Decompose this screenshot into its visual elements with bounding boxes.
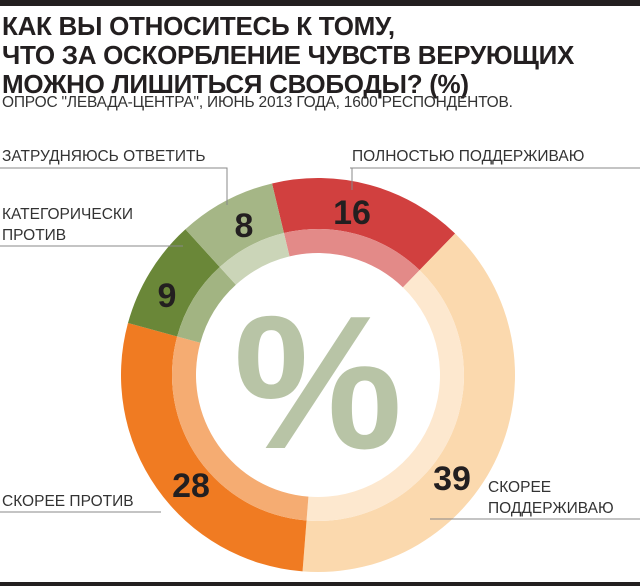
value-rather-support: 39 — [433, 460, 471, 498]
label-fully-support: ПОЛНОСТЬЮ ПОДДЕРЖИВАЮ — [352, 148, 584, 165]
chart-title: КАК ВЫ ОТНОСИТЕСЬ К ТОМУ, ЧТО ЗА ОСКОРБЛ… — [2, 11, 574, 99]
slice-2-outer — [120, 323, 307, 572]
value-fully-support: 16 — [333, 194, 371, 232]
label-categorically-against-2: ПРОТИВ — [2, 227, 66, 244]
slice-0-outer — [272, 178, 456, 271]
label-rather-against: СКОРЕЕ ПРОТИВ — [2, 493, 134, 510]
label-rather-support-2: ПОДДЕРЖИВАЮ — [488, 500, 614, 517]
leader-difficult-to-answer — [0, 167, 228, 205]
slice-0-inner — [283, 229, 420, 288]
slice-1-inner — [306, 270, 465, 521]
label-categorically-against-1: КАТЕГОРИЧЕСКИ — [2, 206, 133, 223]
slice-4-outer — [185, 183, 284, 268]
slice-2-inner — [172, 336, 309, 521]
bottom-rule — [0, 582, 640, 586]
top-rule — [0, 0, 640, 6]
slice-4-inner — [219, 233, 290, 285]
slice-1-outer — [302, 233, 515, 572]
value-difficult-to-answer: 8 — [235, 207, 254, 245]
center-percent-symbol: % — [234, 277, 403, 489]
label-rather-support-1: СКОРЕЕ — [488, 479, 551, 496]
value-categorically-against: 9 — [158, 277, 177, 315]
slice-3-outer — [127, 229, 220, 337]
leader-fully-support — [350, 167, 640, 190]
value-rather-against: 28 — [172, 467, 210, 505]
chart-subtitle: ОПРОС "ЛЕВАДА-ЦЕНТРА", ИЮНЬ 2013 ГОДА, 1… — [2, 94, 513, 111]
label-difficult-to-answer: ЗАТРУДНЯЮСЬ ОТВЕТИТЬ — [2, 148, 206, 165]
slice-3-inner — [177, 267, 236, 343]
